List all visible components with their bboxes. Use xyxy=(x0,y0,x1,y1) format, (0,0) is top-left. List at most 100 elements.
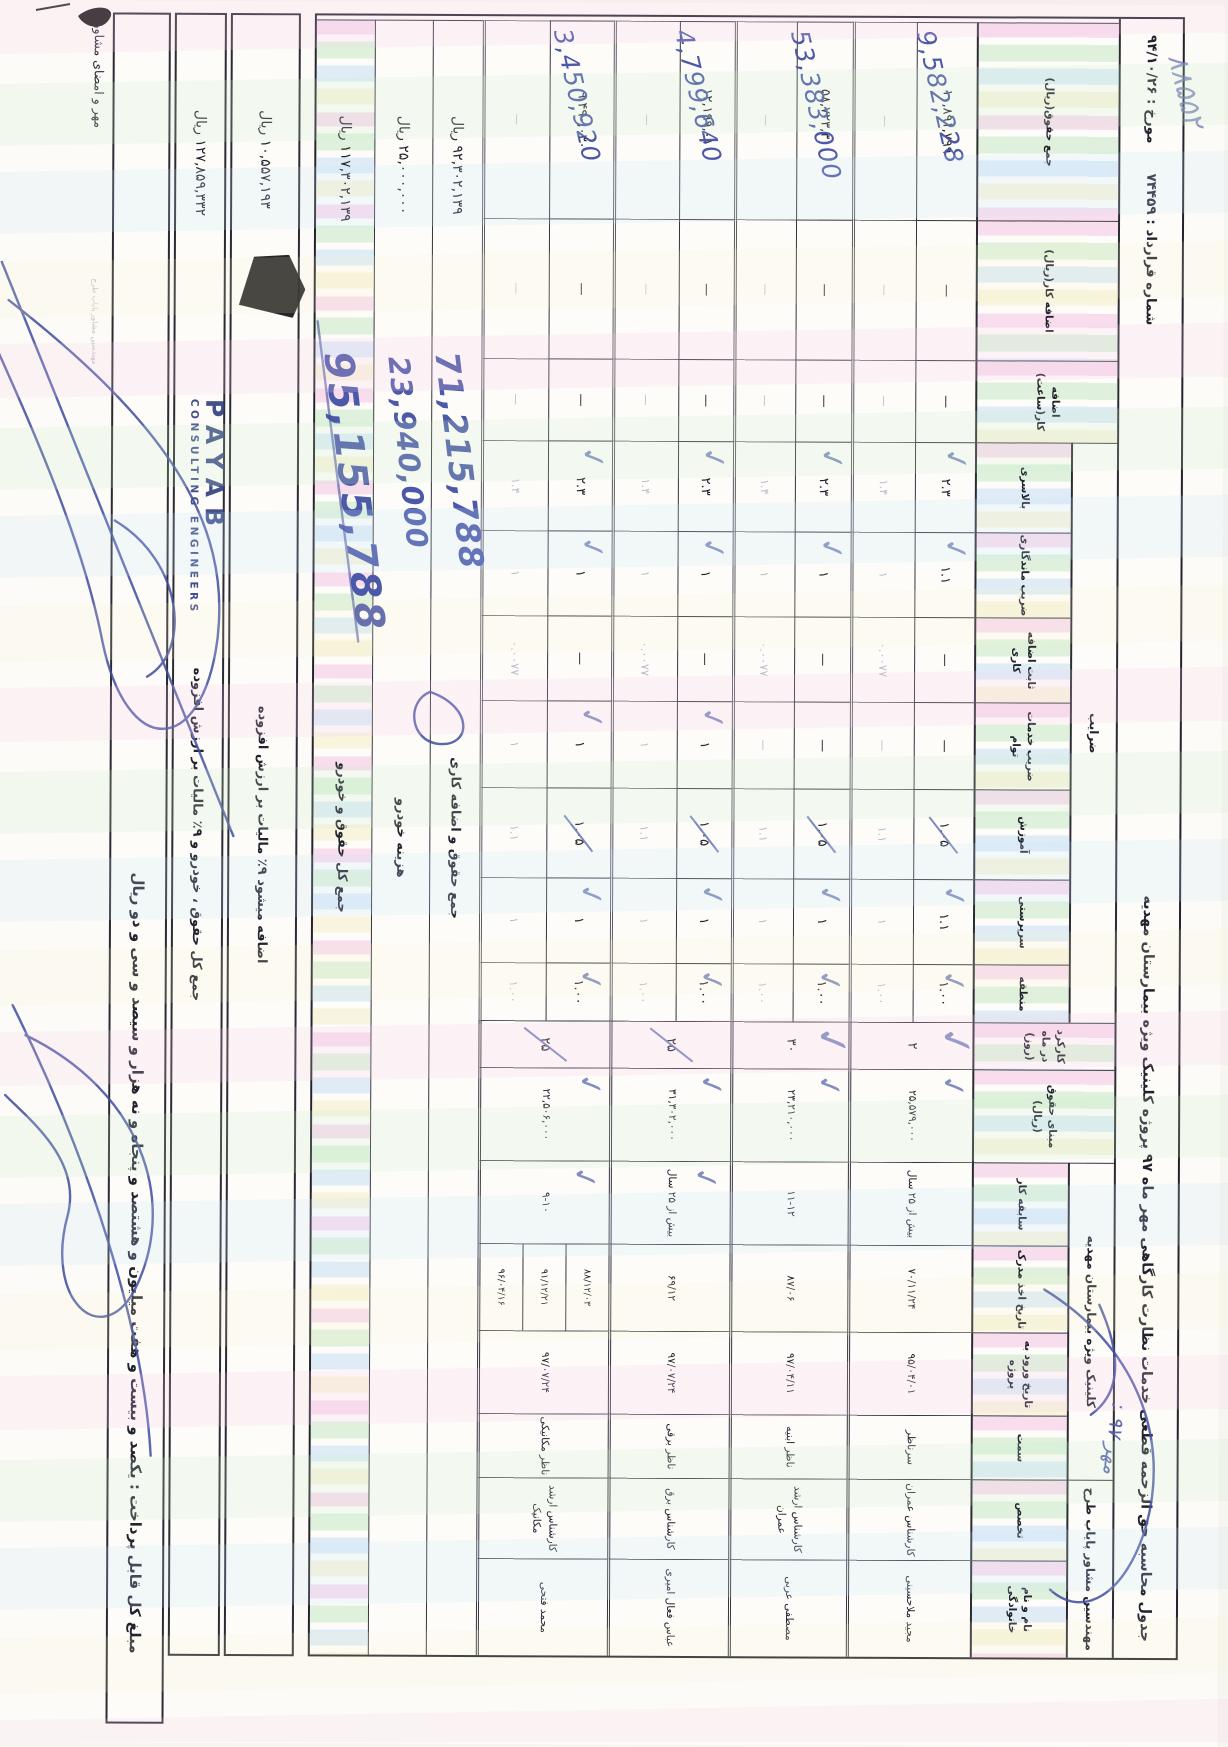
cell-fixed-sub: ۰.۰۰۷۷ xyxy=(849,616,915,702)
cell-retention: ۱ ✓ xyxy=(794,531,852,617)
col-retention: ضریب ماندگاری xyxy=(974,532,1071,618)
degree-date-2: ۹۱/۱۲/۲۱ xyxy=(522,1244,566,1331)
check-mark: ✓ xyxy=(933,880,974,914)
check-mark: ✓ xyxy=(685,1162,726,1196)
cell-degree: ۸۷/۰۶ xyxy=(729,1244,848,1332)
col-entry-date: تاریخ ورود به پروژه xyxy=(970,1332,1068,1416)
cell-region-sub: ۱.۰۰ xyxy=(730,963,793,1022)
col-region: منطقه xyxy=(972,964,1069,1023)
cell-retention: ۱ ✓ xyxy=(677,530,733,617)
cell-fixed-sub: ۰.۰۰۷۷ xyxy=(610,615,678,701)
cell-total: ۱۲,۱۹۹,۰۱۰ 4,799,640 xyxy=(669,20,735,220)
cell-retention-sub: ۱ xyxy=(480,530,548,616)
check-mark: ✓ xyxy=(933,965,974,999)
cell-overhead: ۲.۳ ✓ xyxy=(914,441,975,533)
cell-entry: ۹۵/۰۴/۰۱ xyxy=(846,1331,972,1416)
cell-fixed: — xyxy=(546,615,612,701)
col-base-salary: مبنای حقوق (ریال) xyxy=(971,1069,1115,1163)
cell-days: ۲۵ xyxy=(609,1020,731,1069)
cell-supervision-sub: ۱ xyxy=(730,878,794,964)
cell-ot-hours: — xyxy=(678,358,734,442)
summary-value: ۲۵,۰۰۰,۰۰۰ ریال xyxy=(395,115,412,215)
cell-region: ۱.۰۰ ✓ xyxy=(792,963,849,1022)
cell-retention-sub: ۱ xyxy=(611,530,678,616)
payable-value: ۱۲۷,۸۵۹,۳۳۲ ریال xyxy=(192,109,209,217)
col-supervision: سرپرستی xyxy=(972,879,1070,965)
cell-joint: ۱ ✓ xyxy=(676,700,733,789)
col-joint-services: ضریب خدمات توام xyxy=(973,702,1070,790)
cell-ot-rial-sub: — xyxy=(851,219,917,360)
cell-entry: ۹۷/۰۷/۲۴ xyxy=(476,1330,609,1414)
cell-training-sub: ۱.۱ xyxy=(849,788,914,879)
cell-joint-sub: ۱ xyxy=(479,700,547,788)
cell-supervision-sub: ۱ xyxy=(609,877,677,963)
page-title: جدول محاسبه حق الزحمه قطعی خدمات نظارت ک… xyxy=(1136,895,1157,1643)
consultant-sign-label: مهر و امضای مشاور xyxy=(91,22,107,129)
cell-overhead-sub: ۱.۴ xyxy=(611,440,679,531)
summary-row-salary-overtime: جمع حقوق و اضافه کاری ۹۲,۳۰۲,۱۳۹ ریال 71… xyxy=(425,19,492,1656)
cell-fixed: — xyxy=(913,616,975,703)
cell-ot-hours-sub: — xyxy=(733,359,796,442)
cell-experience: بیش از ۲۵ سال ✓ xyxy=(608,1160,730,1245)
letterhead-faint-text: مهندسین مشاور پایاب طرح xyxy=(90,278,100,365)
check-mark: ✓ xyxy=(564,1161,605,1195)
cell-degree: ۶۹/۱۲ xyxy=(608,1243,730,1332)
cell-ot-hours-sub: — xyxy=(481,358,549,441)
cell-total-sub: — xyxy=(852,21,917,220)
cell-overhead-sub: ۱.۴ xyxy=(850,441,916,532)
cell-training: ۱.۰۵ xyxy=(546,787,611,878)
cell-degree-multi: ۸۸/۱۲/۰۳ ۹۱/۱۲/۲۱ ۹۶/۰۴/۱۶ xyxy=(477,1243,609,1331)
cell-supervision: ۱ ✓ xyxy=(545,877,611,963)
cell-position: ناظر برقی xyxy=(607,1413,729,1479)
cell-joint-sub: ۱ xyxy=(610,700,677,788)
cell-joint-sub: — xyxy=(849,701,914,789)
cell-ot-hours-sub: — xyxy=(851,359,916,442)
cell-experience: ۱۱-۱۲ xyxy=(729,1161,848,1245)
check-mark: ✓ xyxy=(693,442,734,476)
cell-position: ناظر مکانیکی xyxy=(476,1413,608,1478)
cell-position: سرناظر xyxy=(846,1414,971,1480)
cell-entry: ۹۷/۰۷/۲۴ xyxy=(607,1330,730,1415)
cell-ot-hours: — xyxy=(915,359,976,443)
check-mark: ✓ xyxy=(811,442,852,476)
contract-number: شماره قرارداد : ۷۴۴۵۹ xyxy=(1142,173,1160,326)
check-mark: ✓ xyxy=(572,531,613,565)
cell-base: ۲۵,۵۷۹,۰۰۰ ✓ xyxy=(847,1068,973,1163)
cell-supervision: ۱.۱ ✓ xyxy=(912,878,974,965)
cell-training-sub: ۱.۱ xyxy=(479,787,547,878)
col-total-salary: جمع حقوق(ریال) xyxy=(976,22,1119,221)
col-overtime-rial: اضافه کار(ریال) xyxy=(975,220,1119,361)
cell-name: عباس فعال امیری xyxy=(606,1558,729,1657)
cell-supervision: ۱ ✓ xyxy=(792,878,850,964)
cell-ot-hours: — xyxy=(548,358,613,441)
cell-region-sub: ۱.۰۰ xyxy=(609,962,676,1021)
check-mark: ✓ xyxy=(691,964,732,998)
cell-retention: ۱ ✓ xyxy=(547,530,613,616)
table-grid: مهندسین مشاور پایاب طرح کلینیک ویژه بیما… xyxy=(309,15,1119,1658)
cell-overhead: ۲.۳ ✓ xyxy=(547,440,613,531)
cell-specialty: کارشناس عمران xyxy=(846,1478,971,1561)
cell-retention-sub: ۱ xyxy=(850,531,915,617)
cell-region-sub: ۱.۰۰ xyxy=(848,963,913,1022)
check-mark: ✓ xyxy=(811,532,852,566)
handwritten-sum: 23,940,000 xyxy=(381,354,435,551)
cell-overhead: ۲.۳ ✓ xyxy=(677,440,734,532)
cell-ot-rial: — xyxy=(548,218,614,359)
cell-degree: ۷۰/۱۱/۲۴ xyxy=(847,1244,972,1333)
cell-training: ۱.۰۵ xyxy=(913,788,974,880)
check-mark: ✓ xyxy=(692,702,733,736)
cell-days: ۳۰ ✓ xyxy=(730,1020,858,1069)
cell-experience: بیش از ۲۵ سال xyxy=(847,1161,972,1246)
amount-in-words: مبلغ کل قابل پرداخت : یکصد و بیست و هفت … xyxy=(105,12,171,1724)
cell-total-sub: — xyxy=(482,20,550,219)
col-name: نام و نام خانوادگی xyxy=(969,1560,1067,1658)
check-mark: ✓ xyxy=(691,879,732,913)
cell-retention: ۱.۱ ✓ xyxy=(914,531,975,618)
check-mark: ✓ xyxy=(572,441,613,475)
degree-date-3: ۹۶/۰۴/۱۶ xyxy=(495,1268,507,1306)
summary-value: ۹۲,۳۰۲,۱۳۹ ریال xyxy=(449,115,466,215)
vat-value: ۱۰,۵۵۷,۱۹۳ ریال xyxy=(257,110,274,209)
check-mark: ✓ xyxy=(569,1068,610,1102)
cell-specialty: کارشناس ارشد عمران xyxy=(728,1478,847,1560)
